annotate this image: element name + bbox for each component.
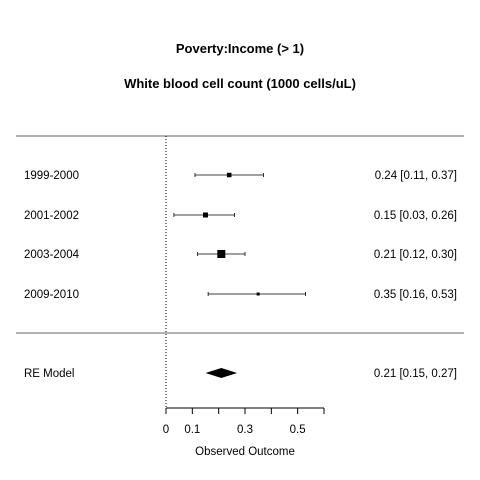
point-estimate (256, 292, 260, 296)
summary-label: RE Model (24, 368, 75, 380)
chart-subtitle: White blood cell count (1000 cells/uL) (124, 76, 356, 91)
x-tick-label: 0 (163, 424, 169, 436)
x-axis-label: Observed Outcome (195, 446, 295, 458)
x-tick-label: 0.3 (237, 424, 253, 436)
estimate-text: 0.35 [0.16, 0.53] (374, 289, 457, 301)
estimate-text: 0.21 [0.12, 0.30] (374, 249, 457, 261)
study-label: 2003-2004 (24, 249, 80, 261)
summary-row: RE Model 0.21 [0.15, 0.27] (24, 368, 457, 380)
x-tick-label: 0.5 (290, 424, 306, 436)
chart-title: Poverty:Income (> 1) (176, 41, 304, 56)
x-tick-label: 0.1 (184, 424, 200, 436)
point-estimate (217, 250, 226, 258)
summary-diamond (205, 368, 238, 378)
study-label: 2001-2002 (24, 210, 79, 222)
estimate-text: 0.24 [0.11, 0.37] (375, 170, 457, 182)
study-label: 2009-2010 (24, 289, 79, 301)
point-estimate (203, 212, 208, 218)
study-rows: 1999-2000 0.24 [0.11, 0.37] 2001-2002 0.15 … (24, 170, 457, 301)
estimate-text: 0.15 [0.03, 0.26] (374, 210, 457, 222)
study-label: 1999-2000 (24, 170, 79, 182)
summary-estimate-text: 0.21 [0.15, 0.27] (374, 368, 457, 380)
x-axis: 0 0.1 0.3 0.5 (163, 407, 325, 436)
point-estimate (226, 172, 232, 178)
